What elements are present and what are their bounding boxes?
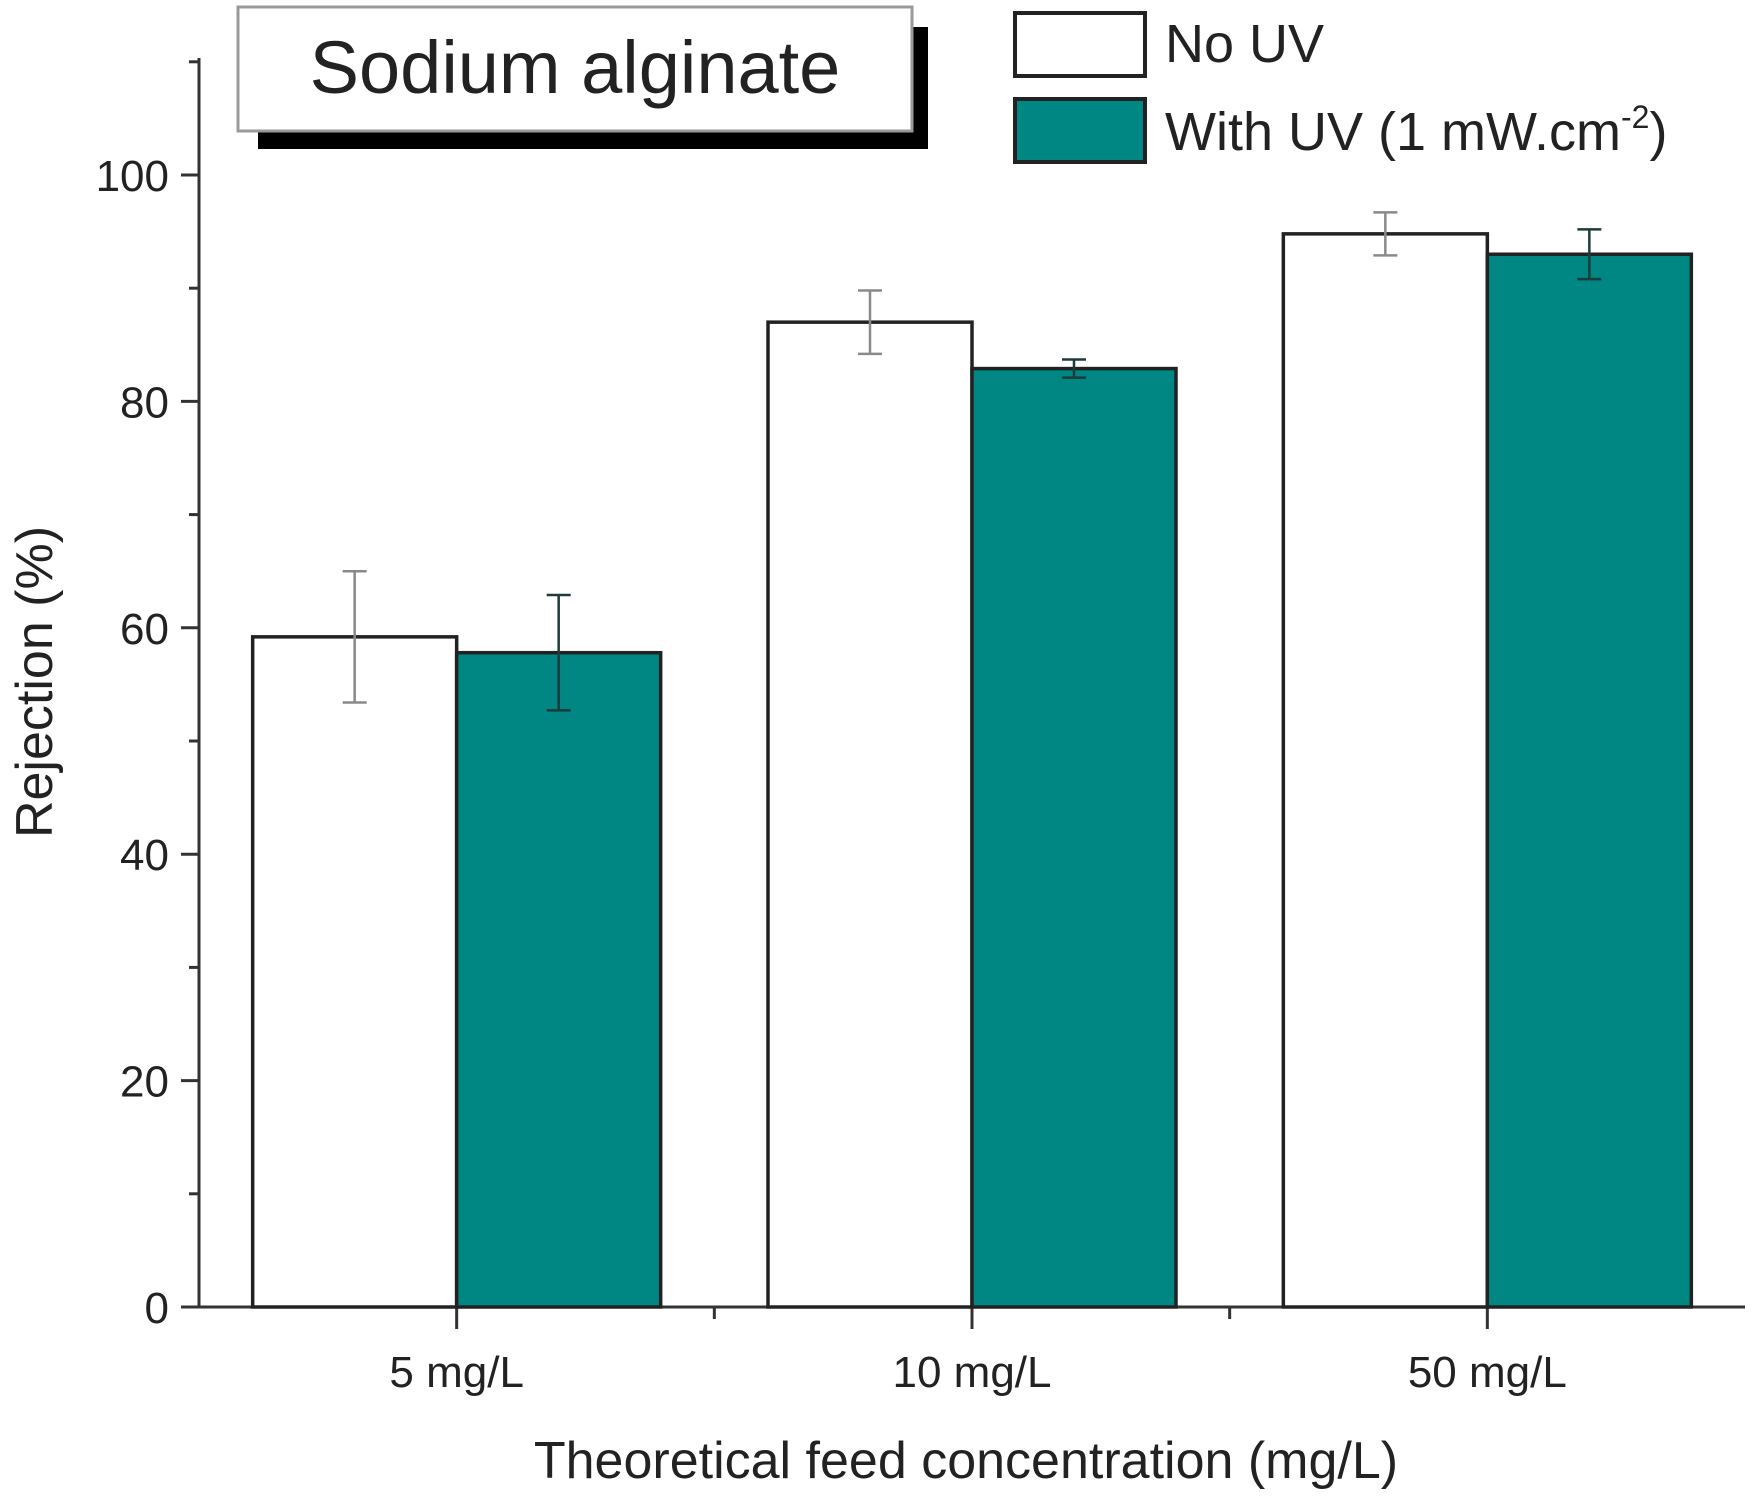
y-tick-labels: 0 20 40 60 80 100 [96,152,169,1333]
error-bar-no-uv [342,569,367,704]
bar-with-uv [970,366,1178,1309]
x-tick-label: 5 mg/L [389,1348,524,1397]
legend-label-no-uv: No UV [1165,14,1324,74]
legend-label-with-uv-main: With UV (1 mW.cm [1165,102,1621,162]
error-bar-no-uv [1373,211,1398,257]
legend-swatch-no-uv [1013,11,1147,78]
x-tick-labels: 5 mg/L 10 mg/L 50 mg/L [389,1348,1566,1397]
chart-title-box: Sodium alginate [236,5,928,149]
bar-with-uv [1485,252,1694,1309]
y-tick-label: 0 [145,1284,169,1333]
x-tick-label: 50 mg/L [1408,1348,1567,1397]
error-bar-with-uv [1062,358,1086,379]
x-tick-label: 10 mg/L [893,1348,1052,1397]
error-bar-with-uv [546,593,571,712]
bar-no-uv [766,320,974,1309]
error-bar-no-uv [858,289,882,356]
y-axis-title: Rejection (%) [6,526,64,838]
y-tick-label: 60 [120,605,169,654]
x-ticks [455,1307,1489,1329]
legend-swatch-with-uv [1013,97,1147,164]
legend-label-with-uv-suffix: ) [1649,102,1667,162]
legend-label-with-uv: With UV (1 mW.cm-2) [1165,99,1667,162]
error-bar-with-uv [1577,228,1602,281]
y-tick-label: 40 [120,831,169,880]
title-box [236,5,914,133]
error-bars [342,211,1602,712]
y-tick-label: 80 [120,378,169,427]
bar-no-uv [250,635,459,1309]
x-axis-title: Theoretical feed concentration (mg/L) [534,1432,1398,1490]
bar-no-uv [1281,232,1490,1309]
legend: No UV With UV (1 mW.cm-2) [1013,11,1667,164]
chart-title: Sodium alginate [310,26,841,109]
y-tick-label: 20 [120,1058,169,1107]
bar-with-uv [454,650,663,1309]
y-tick-label: 100 [96,152,169,201]
legend-label-with-uv-superscript: -2 [1621,99,1649,135]
bars [250,232,1694,1309]
y-ticks [181,60,199,1309]
